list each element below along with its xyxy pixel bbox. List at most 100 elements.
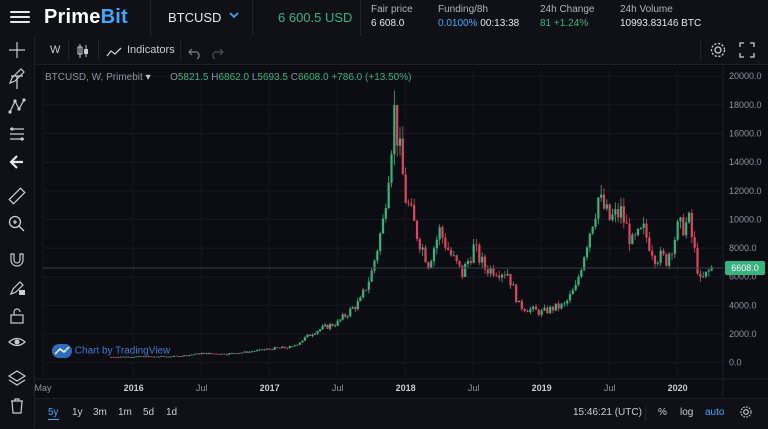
range-1m[interactable]: 1m [118,407,132,418]
candle [554,303,557,311]
menu-icon[interactable] [10,8,30,26]
undo-icon[interactable] [188,43,202,60]
candle [551,306,555,311]
candle [543,307,546,311]
candle [424,247,427,263]
range-1d[interactable]: 1d [166,407,178,418]
candle [585,247,589,258]
candles-icon[interactable] [76,42,90,58]
candle [500,274,504,278]
interval-button[interactable]: W [50,44,61,56]
tradingview-watermark[interactable]: Chart by TradingView [52,344,170,358]
candle [605,204,608,209]
candle [130,357,133,358]
y-tick-label: 6000.0 [729,272,757,282]
candle [296,344,299,346]
price-chart[interactable]: 0.0 2000.0 4000.0 6000.0 8000.0 10000.0 12000.… [34,65,768,398]
candle [381,218,385,234]
fib-icon[interactable] [7,124,27,144]
clock-utc[interactable]: 15:46:21 (UTC) [573,407,642,418]
candle [636,228,640,235]
percent-toggle[interactable]: % [658,407,667,418]
auto-toggle[interactable]: auto [705,407,725,418]
candle [303,337,307,341]
last-price-badge [725,261,765,276]
candle [175,355,178,357]
pen-icon[interactable] [7,66,27,86]
top-bar: PrimeBit BTCUSD 6 600.5 USD Fair price 6… [0,0,768,37]
arrow-left-icon[interactable] [7,152,27,172]
candle [233,352,236,354]
divider [360,0,361,36]
ruler-icon[interactable] [7,186,27,206]
redo-icon[interactable] [210,43,224,60]
log-toggle[interactable]: log [680,407,694,418]
candle [421,247,424,250]
eye-icon[interactable] [7,332,27,352]
brand-logo[interactable]: PrimeBit [44,6,128,28]
crosshair-icon[interactable] [7,40,27,60]
candle [534,306,538,310]
candle [301,340,304,343]
range-bar: 5y 1y 3m 1m 5d 1d 15:46:21 (UTC) % log a… [35,398,768,429]
candle [676,221,679,240]
lock-draw-icon[interactable] [7,278,27,298]
candle [198,353,201,355]
zoom-icon[interactable] [7,214,27,234]
candle [665,254,668,266]
layers-icon[interactable] [7,368,27,388]
range-1y[interactable]: 1y [72,407,83,418]
candle [597,197,600,219]
candle [410,203,413,206]
candle [172,355,176,357]
candle [441,227,444,238]
candle [537,309,540,315]
magnet-icon[interactable] [7,250,27,270]
candle [401,138,404,175]
candle [685,222,688,236]
candle [341,314,344,320]
candle [466,261,470,264]
legend-caret[interactable]: ▾ [145,72,151,83]
candle [119,356,123,358]
trash-icon[interactable] [7,396,27,416]
symbol-selector[interactable]: BTCUSD [168,10,222,25]
candle [693,237,696,248]
indicators-icon[interactable] [106,43,122,57]
candle [318,329,322,332]
legend-title[interactable]: BTCUSD, W, Primebit [45,72,143,83]
candle [557,303,560,309]
fullscreen-icon[interactable] [738,41,756,59]
range-5y[interactable]: 5y [48,407,59,420]
candle [114,357,118,358]
candle [316,331,319,334]
text-icon[interactable] [7,72,27,92]
range-3m[interactable]: 3m [93,407,107,418]
gear-icon[interactable] [709,41,727,59]
chevron-down-icon[interactable] [228,9,240,21]
y-tick-label: 4000.0 [729,300,757,310]
candle [185,355,188,357]
gear-icon[interactable] [739,405,753,419]
candle [444,237,447,248]
candle [190,354,193,356]
candle [651,250,654,256]
candle [145,356,148,358]
divider [252,0,253,36]
candle [150,356,153,358]
chart-toolbar: W Indicators [0,36,768,65]
candle [349,308,352,317]
indicators-button[interactable]: Indicators [127,44,175,56]
candle [430,261,433,269]
candle [628,223,631,245]
lock-icon[interactable] [7,306,27,326]
pattern-icon[interactable] [7,96,27,116]
range-5d[interactable]: 5d [143,407,155,418]
candlestick-chart[interactable]: 0.0 2000.0 4000.0 6000.0 8000.0 10000.0 12000.… [34,65,768,398]
legend-close-label: C [290,72,298,83]
candle [472,244,475,263]
legend-open-label: O [170,72,178,83]
candle [112,356,115,358]
candle [344,314,347,317]
candle [281,346,284,348]
